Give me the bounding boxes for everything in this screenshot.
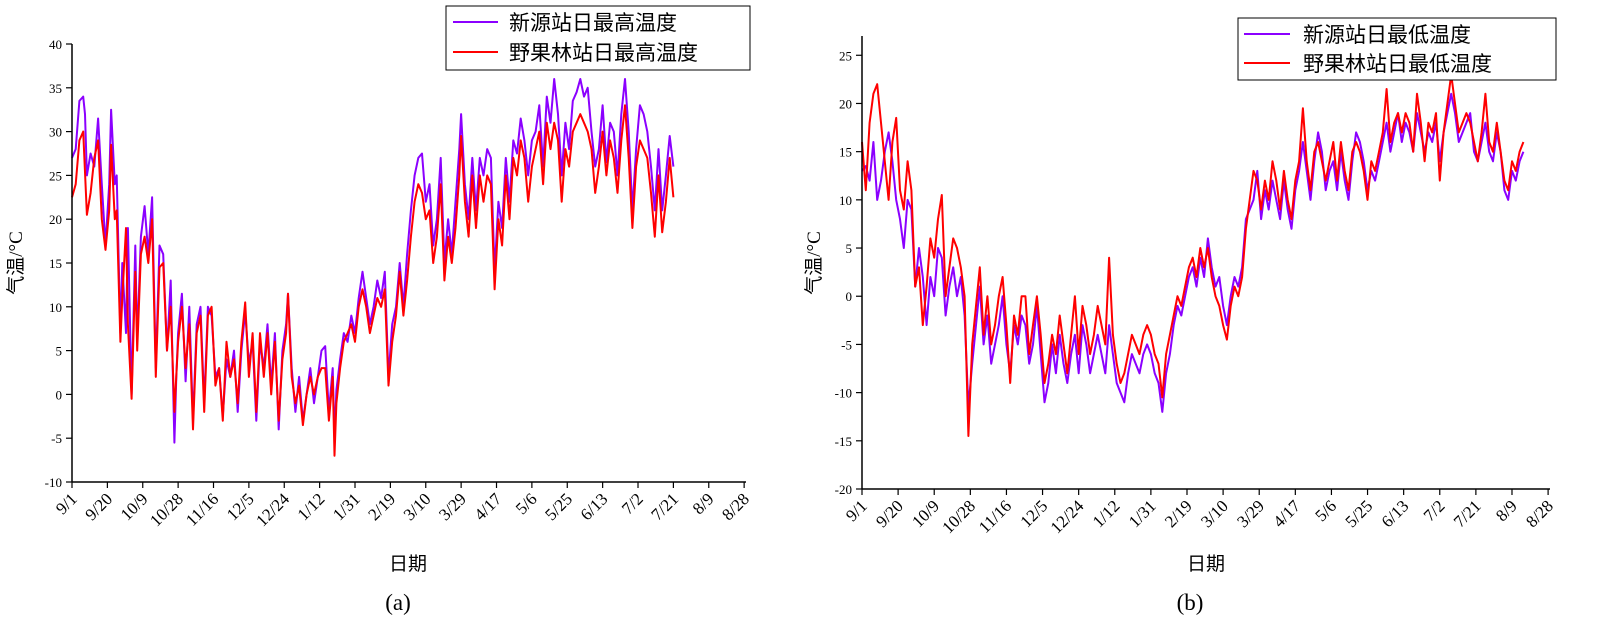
x-tick-label-b-11: 3/29 [1233,496,1268,531]
x-tick-label-a-12: 4/17 [471,489,506,524]
legend-label-a-0: 新源站日最高温度 [509,11,677,35]
x-axis-title-b: 日期 [1187,553,1225,575]
chart-panel-b: -20 -15 -10 -5 0 5 10 15 20 25 9/1 9/20 10/910/2811… [803,17,1557,615]
x-tick-label-a-8: 1/31 [329,489,364,524]
y-tick-label-a-4: 10 [49,300,62,315]
x-tick-label-a-15: 6/13 [577,489,612,524]
panel-caption-b: (b) [1177,590,1204,615]
legend-label-b-0: 新源站日最低温度 [1303,23,1471,47]
x-tick-label-b-6: 12/24 [1047,496,1088,537]
x-tick-label-a-18: 8/9 [689,489,718,518]
x-tick-label-b-3: 10/28 [938,496,979,537]
y-axis-title-a: 气温/°C [5,231,27,295]
x-tick-label-b-9: 2/19 [1161,496,1196,531]
x-tick-label-a-4: 11/16 [182,489,222,529]
x-tick-label-a-6: 12/24 [252,489,293,530]
x-tick-label-a-2: 10/9 [117,489,152,524]
panel-caption-a: (a) [385,590,411,615]
y-tick-label-b-0: -20 [835,482,852,497]
y-tick-label-a-7: 25 [49,168,62,183]
legend-b: 新源站日最低温度 野果林站日最低温度 [1237,17,1557,81]
legend-label-a-1: 野果林站日最高温度 [509,41,698,65]
legend-box-a [445,5,751,71]
chart-panel-a: -10 -5 0 5 10 15 20 25 30 35 40 9/1 9/20 10/910/2811… [5,5,753,615]
x-tick-label-b-8: 1/31 [1125,496,1160,531]
y-axis-title-b: 气温/°C [803,231,825,295]
x-tick-label-b-1: 9/20 [872,496,907,531]
x-tick-label-a-16: 7/2 [618,489,647,518]
y-tick-label-b-2: -10 [835,386,852,401]
x-tick-label-b-19: 8/28 [1522,496,1557,531]
x-tick-label-a-13: 5/6 [512,489,541,518]
x-tick-label-b-14: 5/25 [1342,496,1377,531]
x-tick-label-a-1: 9/20 [81,489,116,524]
y-ticks-a: -10 -5 0 5 10 15 20 25 30 35 40 [45,37,72,490]
x-tick-label-b-15: 6/13 [1378,496,1413,531]
y-tick-label-a-10: 40 [49,37,62,52]
x-tick-label-a-17: 7/21 [647,489,682,524]
y-tick-label-b-7: 15 [839,145,852,160]
legend-a: 新源站日最高温度 野果林站日最高温度 [445,5,751,71]
series-line-b-0 [861,92,1525,413]
y-tick-label-b-8: 20 [839,96,852,111]
series-layer-a [71,78,675,457]
y-tick-label-a-3: 5 [56,344,63,359]
y-tick-label-b-9: 25 [839,48,852,63]
y-ticks-b: -20 -15 -10 -5 0 5 10 15 20 25 [835,48,862,497]
x-tick-label-a-7: 1/12 [294,489,329,524]
y-tick-label-a-2: 0 [56,387,63,402]
x-tick-label-a-3: 10/28 [146,489,187,530]
series-layer-b [861,73,1525,437]
legend-box-b [1237,17,1557,81]
x-tick-label-b-18: 8/9 [1492,496,1521,525]
y-tick-label-b-1: -15 [835,434,852,449]
x-tick-label-b-13: 5/6 [1311,496,1340,525]
x-tick-label-a-0: 9/1 [52,489,81,518]
x-tick-label-b-2: 10/9 [908,496,943,531]
y-tick-label-b-3: -5 [841,337,852,352]
y-tick-label-b-4: 0 [846,289,853,304]
x-axis-title-a: 日期 [389,553,427,575]
y-tick-label-a-1: -5 [51,431,62,446]
y-tick-label-a-8: 30 [49,125,62,140]
x-tick-label-a-19: 8/28 [718,489,753,524]
y-tick-label-b-6: 10 [839,193,852,208]
series-line-b-1 [861,73,1525,437]
x-tick-label-a-5: 12/5 [223,489,258,524]
y-tick-label-a-0: -10 [45,475,62,490]
x-tick-label-b-7: 1/12 [1089,496,1124,531]
x-tick-label-b-10: 3/10 [1197,496,1232,531]
y-tick-label-a-9: 35 [49,81,62,96]
y-tick-label-a-5: 15 [49,256,62,271]
y-tick-label-a-6: 20 [49,212,62,227]
x-tick-label-a-14: 5/25 [541,489,576,524]
y-tick-label-b-5: 5 [846,241,853,256]
x-tick-label-b-5: 12/5 [1017,496,1052,531]
x-tick-label-b-0: 9/1 [842,496,871,525]
x-tick-label-b-4: 11/16 [975,496,1015,536]
x-tick-label-b-12: 4/17 [1269,496,1304,531]
series-line-a-1 [71,104,675,457]
x-tick-label-a-11: 3/29 [435,489,470,524]
x-tick-label-a-9: 2/19 [364,489,399,524]
x-tick-label-a-10: 3/10 [400,489,435,524]
x-tick-label-b-16: 7/2 [1420,496,1449,525]
x-tick-label-b-17: 7/21 [1450,496,1485,531]
series-line-a-0 [71,78,675,444]
legend-label-b-1: 野果林站日最低温度 [1303,52,1492,76]
